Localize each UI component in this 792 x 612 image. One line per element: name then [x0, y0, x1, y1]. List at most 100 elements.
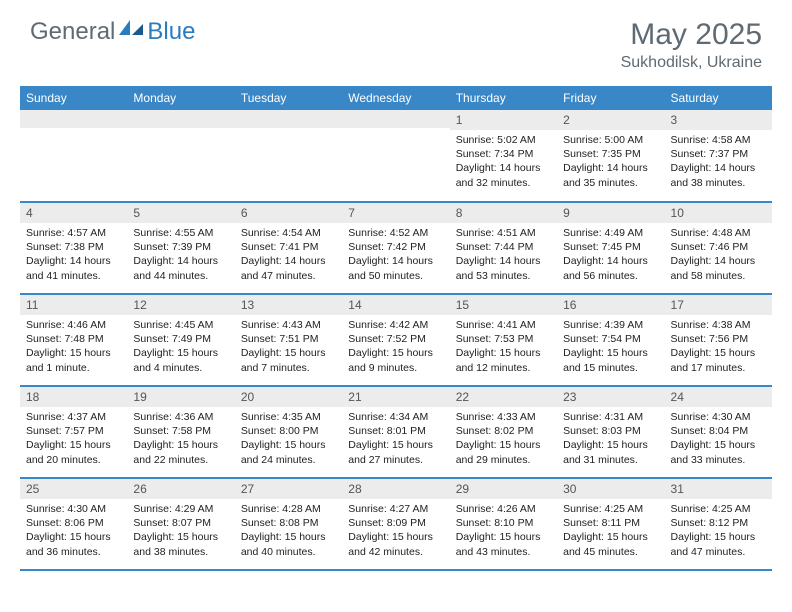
day-number: 13	[235, 295, 342, 315]
day-content: Sunrise: 4:51 AMSunset: 7:44 PMDaylight:…	[450, 223, 557, 286]
calendar-cell: 8Sunrise: 4:51 AMSunset: 7:44 PMDaylight…	[450, 202, 557, 294]
logo-sail-icon	[119, 18, 145, 43]
day-content: Sunrise: 4:31 AMSunset: 8:03 PMDaylight:…	[557, 407, 664, 470]
calendar-cell: 24Sunrise: 4:30 AMSunset: 8:04 PMDayligh…	[665, 386, 772, 478]
page-header: General Blue May 2025 Sukhodilsk, Ukrain…	[0, 0, 792, 78]
day-content: Sunrise: 4:58 AMSunset: 7:37 PMDaylight:…	[665, 130, 772, 193]
calendar-cell: 27Sunrise: 4:28 AMSunset: 8:08 PMDayligh…	[235, 478, 342, 570]
day-number: 26	[127, 479, 234, 499]
calendar-head: SundayMondayTuesdayWednesdayThursdayFrid…	[20, 86, 772, 110]
calendar-cell: 1Sunrise: 5:02 AMSunset: 7:34 PMDaylight…	[450, 110, 557, 202]
day-content: Sunrise: 4:25 AMSunset: 8:11 PMDaylight:…	[557, 499, 664, 562]
calendar-week-row: 11Sunrise: 4:46 AMSunset: 7:48 PMDayligh…	[20, 294, 772, 386]
day-content: Sunrise: 4:45 AMSunset: 7:49 PMDaylight:…	[127, 315, 234, 378]
day-number: 24	[665, 387, 772, 407]
calendar-cell: 12Sunrise: 4:45 AMSunset: 7:49 PMDayligh…	[127, 294, 234, 386]
day-number: 30	[557, 479, 664, 499]
day-content: Sunrise: 4:28 AMSunset: 8:08 PMDaylight:…	[235, 499, 342, 562]
calendar-cell-empty	[235, 110, 342, 202]
calendar-cell: 21Sunrise: 4:34 AMSunset: 8:01 PMDayligh…	[342, 386, 449, 478]
calendar-week-row: 18Sunrise: 4:37 AMSunset: 7:57 PMDayligh…	[20, 386, 772, 478]
weekday-row: SundayMondayTuesdayWednesdayThursdayFrid…	[20, 86, 772, 110]
day-content: Sunrise: 4:48 AMSunset: 7:46 PMDaylight:…	[665, 223, 772, 286]
calendar-cell: 13Sunrise: 4:43 AMSunset: 7:51 PMDayligh…	[235, 294, 342, 386]
day-content: Sunrise: 4:25 AMSunset: 8:12 PMDaylight:…	[665, 499, 772, 562]
day-number: 10	[665, 203, 772, 223]
day-content: Sunrise: 4:38 AMSunset: 7:56 PMDaylight:…	[665, 315, 772, 378]
day-number: 9	[557, 203, 664, 223]
day-number: 25	[20, 479, 127, 499]
calendar-cell: 29Sunrise: 4:26 AMSunset: 8:10 PMDayligh…	[450, 478, 557, 570]
calendar-week-row: 4Sunrise: 4:57 AMSunset: 7:38 PMDaylight…	[20, 202, 772, 294]
calendar-body: 1Sunrise: 5:02 AMSunset: 7:34 PMDaylight…	[20, 110, 772, 570]
calendar-cell-empty	[20, 110, 127, 202]
weekday-header: Tuesday	[235, 86, 342, 110]
day-content: Sunrise: 4:26 AMSunset: 8:10 PMDaylight:…	[450, 499, 557, 562]
weekday-header: Friday	[557, 86, 664, 110]
day-content: Sunrise: 4:37 AMSunset: 7:57 PMDaylight:…	[20, 407, 127, 470]
day-number: 8	[450, 203, 557, 223]
day-content: Sunrise: 4:39 AMSunset: 7:54 PMDaylight:…	[557, 315, 664, 378]
day-number: 15	[450, 295, 557, 315]
calendar-table: SundayMondayTuesdayWednesdayThursdayFrid…	[20, 86, 772, 571]
logo-text-general: General	[30, 18, 115, 46]
day-number: 11	[20, 295, 127, 315]
day-number: 3	[665, 110, 772, 130]
calendar-cell: 31Sunrise: 4:25 AMSunset: 8:12 PMDayligh…	[665, 478, 772, 570]
day-number: 20	[235, 387, 342, 407]
calendar-cell: 30Sunrise: 4:25 AMSunset: 8:11 PMDayligh…	[557, 478, 664, 570]
weekday-header: Monday	[127, 86, 234, 110]
calendar-cell: 4Sunrise: 4:57 AMSunset: 7:38 PMDaylight…	[20, 202, 127, 294]
title-block: May 2025 Sukhodilsk, Ukraine	[621, 18, 762, 72]
calendar-week-row: 1Sunrise: 5:02 AMSunset: 7:34 PMDaylight…	[20, 110, 772, 202]
month-title: May 2025	[621, 18, 762, 52]
day-content: Sunrise: 4:29 AMSunset: 8:07 PMDaylight:…	[127, 499, 234, 562]
day-content: Sunrise: 4:52 AMSunset: 7:42 PMDaylight:…	[342, 223, 449, 286]
calendar-cell: 18Sunrise: 4:37 AMSunset: 7:57 PMDayligh…	[20, 386, 127, 478]
weekday-header: Thursday	[450, 86, 557, 110]
logo: General Blue	[30, 18, 195, 46]
location-text: Sukhodilsk, Ukraine	[621, 54, 762, 72]
day-content: Sunrise: 4:49 AMSunset: 7:45 PMDaylight:…	[557, 223, 664, 286]
weekday-header: Saturday	[665, 86, 772, 110]
calendar-cell: 25Sunrise: 4:30 AMSunset: 8:06 PMDayligh…	[20, 478, 127, 570]
calendar-cell: 20Sunrise: 4:35 AMSunset: 8:00 PMDayligh…	[235, 386, 342, 478]
calendar-cell: 26Sunrise: 4:29 AMSunset: 8:07 PMDayligh…	[127, 478, 234, 570]
day-content: Sunrise: 4:30 AMSunset: 8:04 PMDaylight:…	[665, 407, 772, 470]
calendar-week-row: 25Sunrise: 4:30 AMSunset: 8:06 PMDayligh…	[20, 478, 772, 570]
calendar-cell: 9Sunrise: 4:49 AMSunset: 7:45 PMDaylight…	[557, 202, 664, 294]
day-number: 23	[557, 387, 664, 407]
day-content: Sunrise: 4:30 AMSunset: 8:06 PMDaylight:…	[20, 499, 127, 562]
day-number: 31	[665, 479, 772, 499]
day-number: 5	[127, 203, 234, 223]
day-content: Sunrise: 4:43 AMSunset: 7:51 PMDaylight:…	[235, 315, 342, 378]
weekday-header: Sunday	[20, 86, 127, 110]
day-content: Sunrise: 5:00 AMSunset: 7:35 PMDaylight:…	[557, 130, 664, 193]
day-number: 2	[557, 110, 664, 130]
weekday-header: Wednesday	[342, 86, 449, 110]
day-number: 6	[235, 203, 342, 223]
day-content: Sunrise: 4:57 AMSunset: 7:38 PMDaylight:…	[20, 223, 127, 286]
day-number: 29	[450, 479, 557, 499]
day-content: Sunrise: 4:36 AMSunset: 7:58 PMDaylight:…	[127, 407, 234, 470]
day-number: 21	[342, 387, 449, 407]
day-content: Sunrise: 4:42 AMSunset: 7:52 PMDaylight:…	[342, 315, 449, 378]
calendar-cell: 23Sunrise: 4:31 AMSunset: 8:03 PMDayligh…	[557, 386, 664, 478]
day-content: Sunrise: 4:27 AMSunset: 8:09 PMDaylight:…	[342, 499, 449, 562]
calendar-cell: 11Sunrise: 4:46 AMSunset: 7:48 PMDayligh…	[20, 294, 127, 386]
day-number: 28	[342, 479, 449, 499]
calendar-cell-empty	[127, 110, 234, 202]
logo-text-blue: Blue	[147, 18, 195, 46]
calendar-cell: 10Sunrise: 4:48 AMSunset: 7:46 PMDayligh…	[665, 202, 772, 294]
day-number: 27	[235, 479, 342, 499]
day-number: 14	[342, 295, 449, 315]
day-content: Sunrise: 5:02 AMSunset: 7:34 PMDaylight:…	[450, 130, 557, 193]
day-content: Sunrise: 4:34 AMSunset: 8:01 PMDaylight:…	[342, 407, 449, 470]
day-content: Sunrise: 4:35 AMSunset: 8:00 PMDaylight:…	[235, 407, 342, 470]
calendar-cell: 5Sunrise: 4:55 AMSunset: 7:39 PMDaylight…	[127, 202, 234, 294]
day-content: Sunrise: 4:55 AMSunset: 7:39 PMDaylight:…	[127, 223, 234, 286]
day-content: Sunrise: 4:46 AMSunset: 7:48 PMDaylight:…	[20, 315, 127, 378]
calendar-cell-empty	[342, 110, 449, 202]
day-number: 18	[20, 387, 127, 407]
calendar-cell: 15Sunrise: 4:41 AMSunset: 7:53 PMDayligh…	[450, 294, 557, 386]
